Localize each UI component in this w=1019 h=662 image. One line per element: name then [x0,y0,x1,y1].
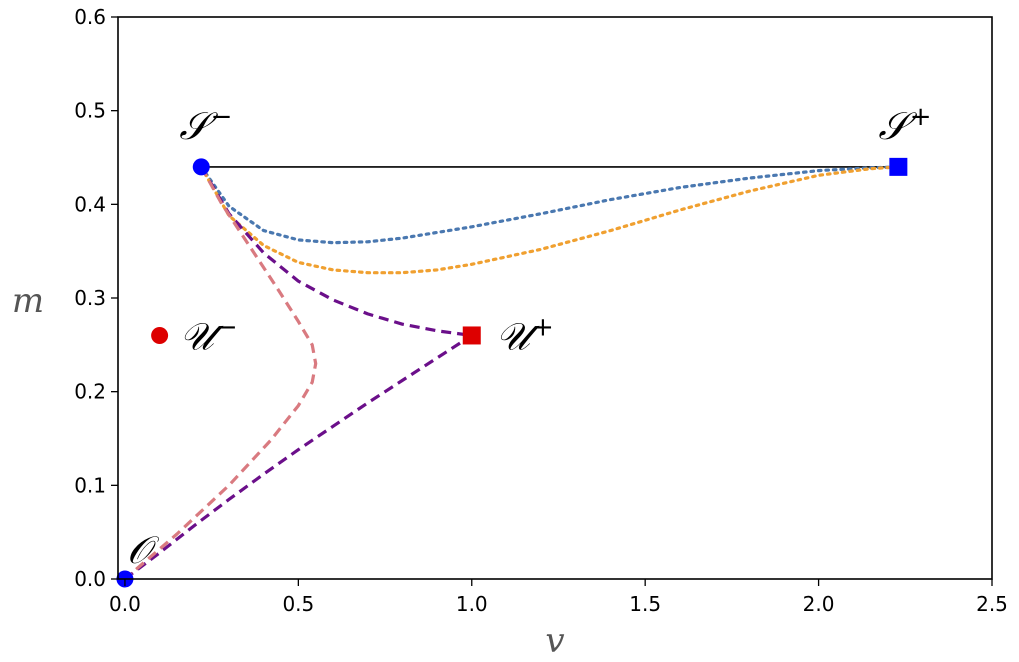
point-label-0: 𝒪 [127,528,160,572]
point-label-4: 𝒰+ [496,312,554,358]
series-layer [123,165,901,581]
x-tick-label-3: 1.5 [629,592,661,616]
point-marker-1 [192,158,210,176]
y-tick-label-4: 0.4 [74,192,106,216]
y-tick-label-6: 0.6 [74,5,106,29]
series-4-dashed-line [123,334,473,581]
point-label-2: 𝒮+ [878,102,931,148]
x-tick-label-0: 0.0 [109,592,141,616]
x-tick-label-5: 2.5 [976,592,1008,616]
y-tick-label-2: 0.2 [74,380,106,404]
y-tick-label-5: 0.5 [74,99,106,123]
y-tick-label-0: 0.0 [74,567,106,591]
x-axis-label: v [545,621,564,661]
point-marker-3 [151,326,169,344]
x-tick-label-1: 0.5 [282,592,314,616]
x-tick-label-2: 1.0 [456,592,488,616]
x-tick-label-4: 2.0 [803,592,835,616]
point-label-sup-2: + [910,102,932,132]
y-tick-label-3: 0.3 [74,286,106,310]
y-tick-label-1: 0.1 [74,473,106,497]
series-1-dotted-line [199,165,901,245]
series-5-dashed-line [123,166,318,581]
y-axis-label: m [12,281,44,321]
points-layer: 𝒪 𝒮− 𝒮+ 𝒰− 𝒰+ [116,102,932,588]
plot-frame [117,16,993,580]
point-label-symbol-0: 𝒪 [127,528,160,572]
ticks-layer: 0.0 0.5 1.0 1.5 2.0 2.5 0.0 0.1 0.2 0.3 0.4 0.5 0.6 [74,5,1008,616]
point-marker-4 [462,326,481,345]
series-3-dashed-line [199,166,473,338]
point-label-3: 𝒰− [180,312,238,358]
point-label-sup-3: − [216,312,238,342]
series-2-dotted-line [199,165,901,275]
point-label-sup-1: − [211,102,233,132]
point-marker-2 [889,157,908,176]
point-label-1: 𝒮− [179,102,232,148]
point-label-sup-4: + [532,312,554,342]
